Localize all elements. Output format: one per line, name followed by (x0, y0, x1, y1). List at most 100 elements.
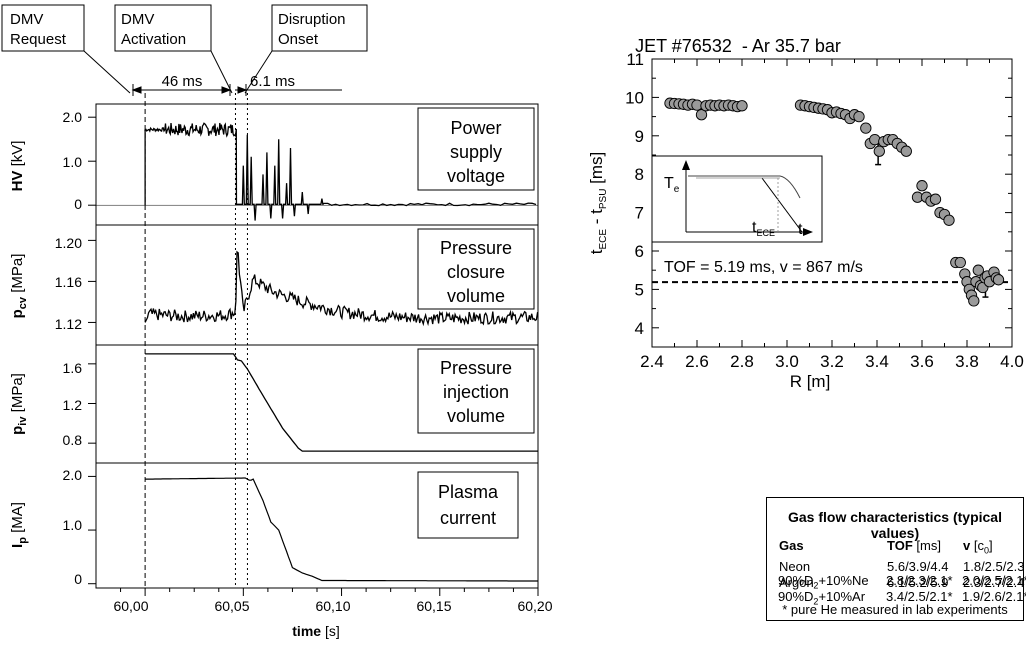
y-tick-label: 1.6 (63, 360, 83, 376)
scatter-x-label: R [m] (790, 372, 831, 391)
event-label-line: Onset (278, 31, 319, 48)
x-tick-label: 60,20 (517, 598, 552, 614)
x-tick-label: 2.6 (685, 352, 709, 371)
panel-box-line: Power (450, 118, 501, 138)
panel-box (417, 348, 535, 434)
event-leader-line (244, 50, 273, 94)
event-label-line: Activation (121, 31, 186, 48)
x-tick-label: 3.8 (955, 352, 979, 371)
left-figure: DMV Request DMV Activation Disruption On… (1, 4, 553, 639)
y-tick-label: 2.0 (63, 109, 83, 125)
y-tick-label: 1.0 (63, 154, 83, 170)
error-bars (875, 140, 989, 298)
x-tick-label: 60,15 (416, 598, 451, 614)
panel-box-line: injection (443, 382, 509, 402)
panel-y-label: Ip [MA] (9, 502, 29, 548)
inset-sketch: Te t tECE (651, 155, 823, 243)
panel-box-line: current (440, 508, 496, 528)
interval-label: 6.1 ms (250, 73, 295, 90)
panel-y-label: pcv [MPa] (9, 254, 29, 319)
table-title: Gas flow characteristics (typical values… (788, 509, 1002, 541)
x-tick-label: 60,10 (315, 598, 350, 614)
table-row: Argon 6.1/5.2/5.9 2.3/2.7/2.4 (779, 575, 1025, 590)
panel-box-line: Pressure (440, 238, 512, 258)
scatter-tick-labels: 2.4 2.6 2.8 3.0 3.2 3.4 3.6 3.8 4.0 4 5 6 7 8 9 10 11 (625, 50, 1024, 371)
y-tick-label: 0 (74, 196, 82, 212)
x-tick-label: 3.6 (910, 352, 934, 371)
y-tick-label: 1.2 (63, 397, 83, 413)
x-tick-label: 60,00 (113, 598, 148, 614)
col-header-v: v [c0] (963, 538, 993, 556)
event-label-line: DMV (121, 11, 154, 28)
inset-y-label: Te (664, 175, 680, 195)
table-header-row: Gas TOF [ms] v [c0] (779, 538, 1023, 556)
scatter-point (968, 295, 980, 307)
panel-box-line: Pressure (440, 358, 512, 378)
table-row: Neon 5.6/3.9/4.4 1.8/2.5/2.3 (779, 559, 1025, 574)
scatter-y-label: tECE - tPSU [ms] (587, 152, 609, 255)
y-tick-label: 8 (635, 165, 644, 184)
scatter-point (943, 214, 955, 226)
right-figure: JET #76532 - Ar 35.7 bar TOF = 5.19 ms, … (587, 36, 1024, 391)
x-tick-label: 60,05 (214, 598, 249, 614)
event-marker-lines (144, 93, 248, 588)
y-tick-label: 1.12 (55, 316, 82, 332)
signal-trace-piv (145, 353, 538, 452)
panel-box-line: volume (447, 286, 505, 306)
x-axis-title: time [s] (292, 623, 339, 639)
signal-traces (144, 122, 539, 582)
x-tick-label: 3.4 (865, 352, 889, 371)
panel-box-line: volume (447, 406, 505, 426)
y-tick-label: 6 (635, 242, 644, 261)
gas-flow-table: Gas flow characteristics (typical values… (766, 497, 1024, 621)
event-label-line: Request (10, 31, 67, 48)
y-tick-label: 1.16 (55, 274, 82, 290)
y-tick-label: 1.20 (55, 235, 82, 251)
interval-arrow-6ms (235, 84, 342, 96)
event-label-line: DMV (10, 11, 43, 28)
event-label-line: Disruption (278, 11, 346, 28)
event-leader-line (210, 50, 233, 94)
scatter-point (860, 122, 872, 134)
y-tick-label: 1.0 (63, 517, 83, 533)
inset-x-label: t (798, 221, 803, 238)
y-tick-label: 5 (635, 280, 644, 299)
x-tick-label: 2.4 (640, 352, 664, 371)
y-tick-label: 11 (626, 50, 644, 69)
chart-title: JET #76532 - Ar 35.7 bar (635, 36, 841, 56)
inset-marker-label: tECE (752, 219, 775, 238)
y-tick-label: 10 (625, 88, 644, 107)
x-tick-label: 3.0 (775, 352, 799, 371)
col-header-gas: Gas (779, 538, 804, 553)
scatter-point (900, 145, 912, 157)
panel-box (417, 107, 535, 191)
col-header-tof: TOF [ms] (887, 538, 941, 553)
interval-label: 46 ms (162, 73, 203, 90)
x-tick-label: 3.2 (820, 352, 844, 371)
panel-box (417, 471, 519, 539)
y-tick-label: 4 (635, 319, 644, 338)
scatter-point (972, 264, 984, 276)
scatter-point (916, 180, 928, 192)
y-tick-label: 0 (74, 571, 82, 587)
scatter-point (992, 274, 1005, 286)
y-tick-label: 7 (635, 204, 644, 223)
scatter-points (664, 97, 1005, 307)
interval-arrow-46ms (131, 84, 232, 96)
event-leader-line (83, 50, 131, 94)
y-tick-label: 9 (635, 127, 644, 146)
panel-box (417, 228, 535, 310)
scatter-point (853, 110, 865, 123)
scatter-point (873, 145, 885, 157)
x-tick-label: 4.0 (1000, 352, 1024, 371)
y-tick-label: 0.8 (63, 432, 83, 448)
scatter-point (929, 193, 942, 205)
scatter-point (954, 256, 966, 269)
signal-trace-Ip (145, 477, 538, 582)
panel-box-line: supply (450, 142, 502, 162)
y-tick-label: 2.0 (63, 467, 83, 483)
scatter-point (695, 109, 708, 121)
tof-annotation: TOF = 5.19 ms, v = 867 m/s (664, 259, 863, 276)
panel-y-label: HV [kV] (9, 141, 26, 192)
